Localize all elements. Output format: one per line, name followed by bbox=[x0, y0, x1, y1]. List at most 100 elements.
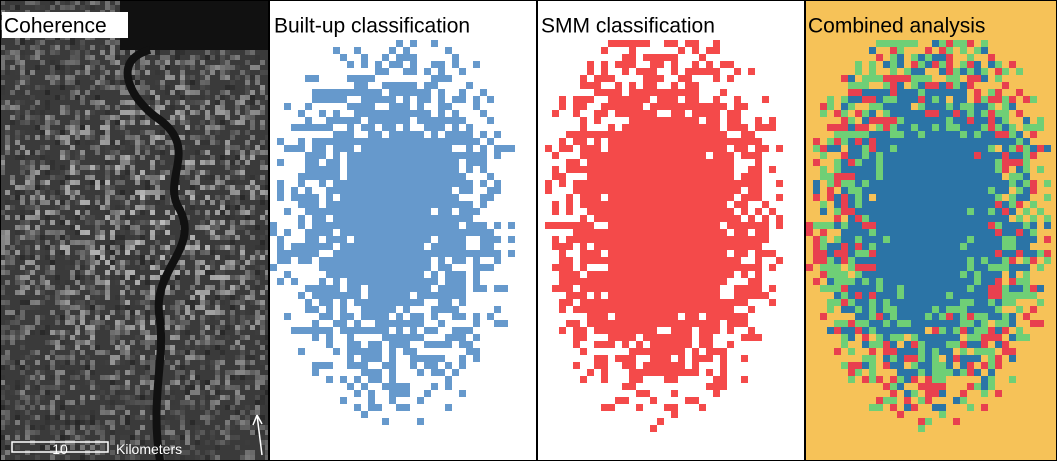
smm-cell bbox=[636, 180, 643, 187]
texture bbox=[215, 270, 220, 275]
smm-cell bbox=[657, 250, 664, 257]
built-up-cell bbox=[347, 166, 354, 173]
combined-cell bbox=[974, 243, 981, 250]
combined-cell bbox=[1016, 159, 1023, 166]
texture bbox=[60, 245, 65, 250]
smm-cell bbox=[559, 96, 566, 103]
built-up-cell bbox=[361, 222, 368, 229]
smm-cell bbox=[580, 229, 587, 236]
smm-cell bbox=[748, 131, 755, 138]
combined-cell bbox=[1002, 110, 1009, 117]
smm-cell bbox=[727, 152, 734, 159]
texture bbox=[205, 230, 210, 235]
texture bbox=[60, 190, 65, 195]
combined-cell bbox=[862, 222, 869, 229]
smm-cell bbox=[685, 103, 692, 110]
built-up-cell bbox=[487, 187, 494, 194]
texture bbox=[215, 220, 220, 225]
combined-cell bbox=[925, 215, 932, 222]
built-up-cell bbox=[375, 159, 382, 166]
combined-cell bbox=[890, 187, 897, 194]
texture bbox=[20, 315, 25, 320]
texture bbox=[60, 400, 65, 405]
texture bbox=[230, 420, 235, 425]
combined-cell bbox=[967, 61, 974, 68]
combined-cell bbox=[883, 243, 890, 250]
texture bbox=[65, 400, 70, 405]
texture bbox=[15, 330, 20, 335]
texture bbox=[200, 380, 205, 385]
smm-cell bbox=[601, 68, 608, 75]
texture bbox=[110, 340, 115, 345]
smm-cell bbox=[734, 243, 741, 250]
texture bbox=[225, 155, 230, 160]
texture bbox=[210, 300, 215, 305]
combined-cell bbox=[995, 187, 1002, 194]
combined-cell bbox=[876, 187, 883, 194]
texture bbox=[205, 450, 210, 455]
combined-cell bbox=[995, 222, 1002, 229]
smm-cell bbox=[685, 68, 692, 75]
texture bbox=[220, 155, 225, 160]
texture bbox=[100, 250, 105, 255]
smm-cell bbox=[671, 250, 678, 257]
texture bbox=[230, 320, 235, 325]
texture bbox=[245, 90, 250, 95]
texture bbox=[100, 80, 105, 85]
texture bbox=[120, 180, 125, 185]
built-up-cell bbox=[319, 89, 326, 96]
smm-cell bbox=[573, 229, 580, 236]
texture bbox=[60, 325, 65, 330]
combined-cell bbox=[960, 166, 967, 173]
texture bbox=[60, 110, 65, 115]
texture bbox=[105, 350, 110, 355]
texture bbox=[55, 315, 60, 320]
smm-cell bbox=[685, 194, 692, 201]
texture bbox=[100, 65, 105, 70]
texture bbox=[225, 60, 230, 65]
texture bbox=[25, 40, 30, 45]
texture bbox=[55, 355, 60, 360]
texture bbox=[35, 290, 40, 295]
texture bbox=[260, 100, 265, 105]
texture bbox=[15, 225, 20, 230]
smm-cell bbox=[664, 89, 671, 96]
smm-cell bbox=[734, 103, 741, 110]
texture bbox=[195, 450, 200, 455]
combined-cell bbox=[876, 166, 883, 173]
texture bbox=[15, 190, 20, 195]
texture bbox=[175, 325, 180, 330]
combined-cell bbox=[918, 75, 925, 82]
texture bbox=[225, 140, 230, 145]
combined-cell bbox=[967, 222, 974, 229]
smm-cell bbox=[622, 145, 629, 152]
texture bbox=[70, 180, 75, 185]
built-up-cell bbox=[424, 166, 431, 173]
texture bbox=[165, 360, 170, 365]
texture bbox=[250, 110, 255, 115]
smm-cell bbox=[692, 117, 699, 124]
texture bbox=[100, 280, 105, 285]
combined-cell bbox=[995, 110, 1002, 117]
combined-cell bbox=[1030, 215, 1037, 222]
combined-cell bbox=[946, 145, 953, 152]
texture bbox=[15, 115, 20, 120]
texture bbox=[155, 175, 160, 180]
combined-cell bbox=[897, 194, 904, 201]
texture bbox=[150, 180, 155, 185]
texture bbox=[240, 410, 245, 415]
texture bbox=[75, 225, 80, 230]
combined-cell bbox=[855, 194, 862, 201]
texture bbox=[160, 160, 165, 165]
texture bbox=[130, 160, 135, 165]
texture bbox=[215, 325, 220, 330]
combined-cell bbox=[869, 208, 876, 215]
texture bbox=[80, 45, 85, 50]
texture bbox=[185, 245, 190, 250]
built-up-cell bbox=[312, 215, 319, 222]
texture bbox=[105, 115, 110, 120]
smm-cell bbox=[685, 124, 692, 131]
texture bbox=[45, 445, 50, 450]
smm-cell bbox=[685, 222, 692, 229]
texture bbox=[25, 260, 30, 265]
